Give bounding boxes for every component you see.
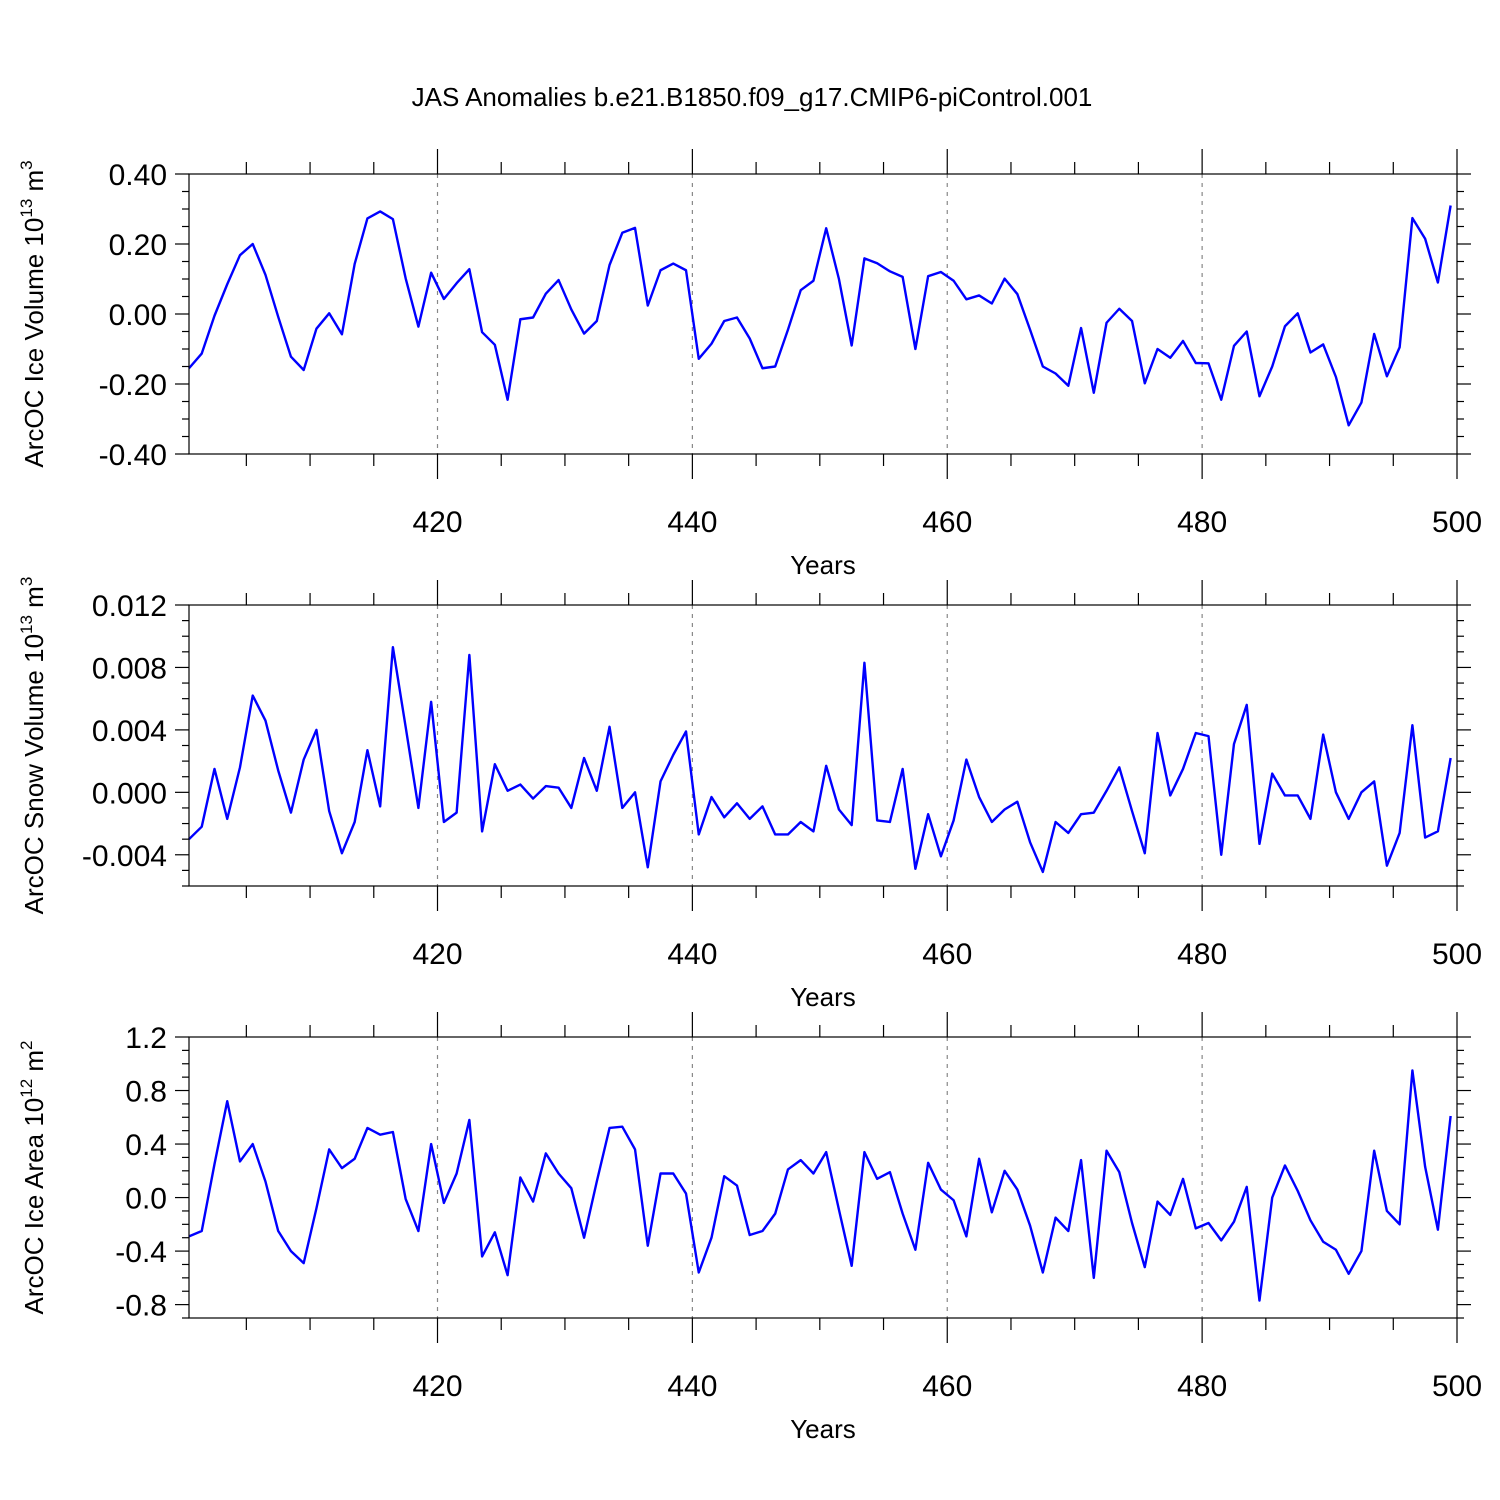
plot-frame xyxy=(188,173,1458,455)
x-tick-label: 460 xyxy=(922,938,972,971)
y-tick-label: 0.000 xyxy=(92,777,167,810)
y-axis-label-part: 13 xyxy=(17,615,36,634)
x-tick-label: 420 xyxy=(412,506,462,539)
y-tick-label: -0.4 xyxy=(115,1236,167,1269)
x-tick-label: 440 xyxy=(667,506,717,539)
x-axis-label: Years xyxy=(790,1414,856,1444)
x-axis-label: Years xyxy=(790,982,856,1012)
x-tick-label: 460 xyxy=(922,1370,972,1403)
plot-frame xyxy=(188,604,1458,887)
y-tick-label: 0.004 xyxy=(92,715,167,748)
y-tick-label: -0.20 xyxy=(99,369,167,402)
y-axis-label-part: m xyxy=(19,1050,49,1079)
y-tick-label: 0.4 xyxy=(125,1129,167,1162)
y-tick-label: 0.00 xyxy=(109,299,167,332)
y-tick-label: 1.2 xyxy=(125,1022,167,1055)
y-axis-label-part: m xyxy=(19,586,49,615)
y-axis-label: ArcOC Ice Volume 1013 m3 xyxy=(17,160,49,467)
x-tick-label: 440 xyxy=(667,1370,717,1403)
y-tick-label: 0.40 xyxy=(109,159,167,192)
y-axis-label-part: m xyxy=(19,170,49,199)
x-tick-label: 480 xyxy=(1177,938,1227,971)
y-tick-label: -0.8 xyxy=(115,1290,167,1323)
y-axis-label: ArcOC Snow Volume 1013 m3 xyxy=(17,577,49,915)
figure-title: JAS Anomalies b.e21.B1850.f09_g17.CMIP6-… xyxy=(412,82,1093,112)
y-tick-label: 0.20 xyxy=(109,229,167,262)
y-axis-label-part: 13 xyxy=(17,199,36,218)
y-axis-label-part: 2 xyxy=(17,1040,36,1049)
x-tick-label: 440 xyxy=(667,938,717,971)
panel-ice-volume: -0.40 -0.20 0.00 0.20 0.40 420 440 460 480 500 Yea… xyxy=(17,149,1482,580)
x-tick-label: 500 xyxy=(1432,506,1482,539)
panel-snow-volume: -0.004 0.000 0.004 0.008 0.012 420 440 460 480 50… xyxy=(17,577,1482,1012)
series-line-ice-volume xyxy=(188,205,1452,427)
x-axis-label: Years xyxy=(790,550,856,580)
x-tick-label: 500 xyxy=(1432,1370,1482,1403)
y-tick-label: -0.004 xyxy=(82,840,167,873)
y-tick-label: -0.40 xyxy=(99,439,167,472)
y-axis-label-part: ArcOC Snow Volume 10 xyxy=(19,634,49,914)
series-line-snow-volume xyxy=(188,645,1452,874)
x-tick-label: 500 xyxy=(1432,938,1482,971)
y-axis-label-part: ArcOC Ice Area 10 xyxy=(19,1098,49,1315)
series-line-ice-area xyxy=(188,1069,1452,1302)
y-tick-label: 0.008 xyxy=(92,652,167,685)
y-tick-label: 0.0 xyxy=(125,1183,167,1216)
y-tick-label: 0.8 xyxy=(125,1076,167,1109)
y-tick-label: 0.012 xyxy=(92,590,167,623)
x-tick-label: 480 xyxy=(1177,506,1227,539)
panels: -0.40 -0.20 0.00 0.20 0.40 420 440 460 480 500 Yea… xyxy=(17,149,1482,1444)
y-axis-label-part: 12 xyxy=(17,1079,36,1098)
x-tick-label: 480 xyxy=(1177,1370,1227,1403)
panel-ice-area: -0.8 -0.4 0.0 0.4 0.8 1.2 420 440 460 480 500 Years… xyxy=(17,1012,1482,1444)
plot-frame xyxy=(188,1036,1458,1319)
x-tick-label: 420 xyxy=(412,1370,462,1403)
x-tick-label: 460 xyxy=(922,506,972,539)
y-axis-label-part: ArcOC Ice Volume 10 xyxy=(19,218,49,468)
y-axis-label-part: 3 xyxy=(17,160,36,169)
x-tick-label: 420 xyxy=(412,938,462,971)
y-axis-label: ArcOC Ice Area 1012 m2 xyxy=(17,1040,49,1314)
y-axis-label-part: 3 xyxy=(17,577,36,586)
